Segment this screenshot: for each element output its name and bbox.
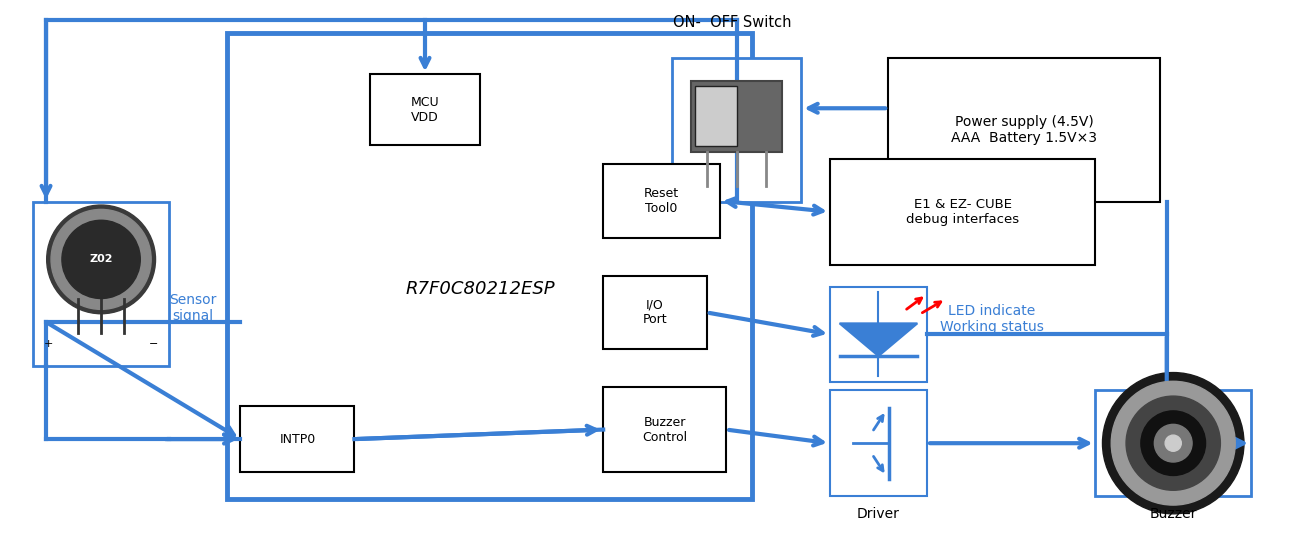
Text: Buzzer
Control: Buzzer Control (642, 416, 687, 443)
FancyBboxPatch shape (672, 58, 802, 202)
Text: I/O
Port: I/O Port (643, 299, 667, 327)
Text: LED indicate
Working status: LED indicate Working status (940, 304, 1044, 334)
Ellipse shape (1126, 396, 1220, 490)
Ellipse shape (1112, 381, 1235, 505)
FancyBboxPatch shape (603, 276, 707, 349)
FancyBboxPatch shape (1096, 390, 1252, 496)
Text: R7F0C80212ESP: R7F0C80212ESP (405, 280, 555, 298)
Text: −: − (149, 339, 158, 349)
FancyBboxPatch shape (830, 287, 927, 382)
FancyBboxPatch shape (888, 58, 1161, 202)
Text: Power supply (4.5V)
AAA  Battery 1.5V×3: Power supply (4.5V) AAA Battery 1.5V×3 (951, 115, 1097, 145)
Text: INTP0: INTP0 (279, 432, 315, 446)
Text: +: + (44, 339, 53, 349)
Text: Driver: Driver (856, 507, 899, 521)
FancyBboxPatch shape (240, 406, 354, 472)
Ellipse shape (51, 210, 152, 310)
FancyBboxPatch shape (830, 390, 927, 496)
FancyBboxPatch shape (695, 86, 737, 146)
FancyBboxPatch shape (603, 387, 726, 472)
Ellipse shape (1154, 424, 1192, 462)
Ellipse shape (1102, 372, 1244, 514)
Text: ON-  OFF Switch: ON- OFF Switch (673, 15, 792, 30)
FancyBboxPatch shape (227, 33, 752, 499)
Ellipse shape (1141, 411, 1205, 476)
Text: Z02: Z02 (89, 254, 113, 264)
Text: MCU
VDD: MCU VDD (411, 96, 440, 123)
Text: Buzzer: Buzzer (1149, 507, 1197, 521)
FancyBboxPatch shape (370, 74, 480, 145)
FancyBboxPatch shape (34, 202, 169, 366)
FancyBboxPatch shape (603, 164, 720, 238)
Text: Reset
Tool0: Reset Tool0 (643, 187, 680, 215)
Text: E1 & EZ- CUBE
debug interfaces: E1 & EZ- CUBE debug interfaces (907, 198, 1019, 225)
Polygon shape (839, 323, 917, 356)
FancyBboxPatch shape (830, 159, 1096, 265)
Text: Sensor
signal: Sensor signal (169, 293, 217, 323)
Ellipse shape (47, 205, 156, 314)
Ellipse shape (1165, 435, 1182, 451)
FancyBboxPatch shape (691, 81, 782, 152)
Ellipse shape (62, 220, 140, 299)
